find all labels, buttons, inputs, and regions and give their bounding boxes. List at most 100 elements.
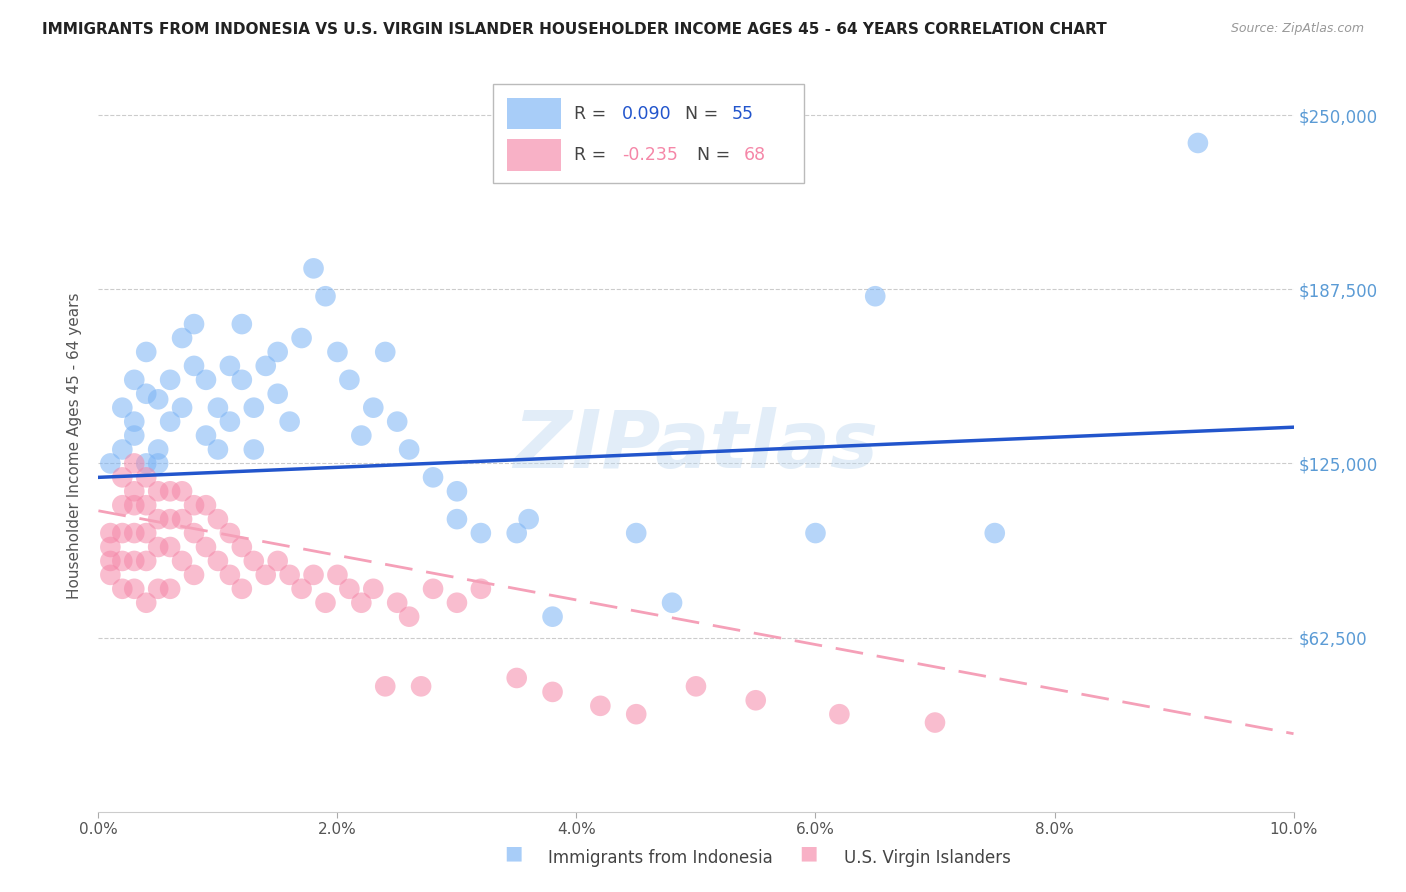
Point bbox=[148, 512, 170, 526]
Point bbox=[135, 554, 157, 568]
Point bbox=[207, 512, 229, 526]
Point bbox=[291, 331, 314, 345]
Point bbox=[159, 373, 181, 387]
Point bbox=[302, 261, 325, 276]
Point bbox=[231, 582, 253, 596]
Point bbox=[326, 345, 349, 359]
Point bbox=[98, 540, 122, 554]
Point bbox=[339, 582, 361, 596]
Point bbox=[446, 484, 468, 499]
Point bbox=[111, 442, 134, 457]
Point bbox=[195, 373, 218, 387]
Point bbox=[111, 498, 134, 512]
Point bbox=[685, 679, 707, 693]
Point bbox=[231, 540, 253, 554]
Point bbox=[172, 484, 194, 499]
Point bbox=[159, 415, 181, 429]
Y-axis label: Householder Income Ages 45 - 64 years: Householder Income Ages 45 - 64 years bbox=[67, 293, 83, 599]
Point bbox=[506, 671, 529, 685]
Point bbox=[398, 609, 420, 624]
Point bbox=[446, 596, 468, 610]
Point bbox=[183, 317, 205, 331]
Point bbox=[148, 457, 170, 471]
Point bbox=[183, 526, 205, 541]
Point bbox=[470, 582, 492, 596]
Point bbox=[374, 679, 396, 693]
Point bbox=[183, 498, 205, 512]
Point bbox=[243, 554, 266, 568]
Point bbox=[541, 685, 564, 699]
Text: Immigrants from Indonesia: Immigrants from Indonesia bbox=[548, 849, 773, 867]
Point bbox=[924, 715, 946, 730]
Point bbox=[148, 392, 170, 407]
Point bbox=[363, 582, 385, 596]
Point bbox=[254, 359, 277, 373]
Point bbox=[363, 401, 385, 415]
Point bbox=[148, 442, 170, 457]
Point bbox=[124, 415, 146, 429]
Point bbox=[111, 554, 134, 568]
Point bbox=[98, 567, 122, 582]
Point bbox=[124, 373, 146, 387]
Point bbox=[195, 428, 218, 442]
Point bbox=[626, 526, 648, 541]
Point bbox=[159, 582, 181, 596]
Point bbox=[661, 596, 683, 610]
Point bbox=[1187, 136, 1209, 150]
Point bbox=[828, 707, 851, 722]
Point bbox=[98, 526, 122, 541]
Point bbox=[517, 512, 540, 526]
Point bbox=[278, 415, 301, 429]
Text: R =: R = bbox=[574, 104, 612, 122]
Point bbox=[195, 540, 218, 554]
Point bbox=[422, 470, 444, 484]
Point bbox=[159, 512, 181, 526]
Point bbox=[207, 442, 229, 457]
Point bbox=[124, 526, 146, 541]
Point bbox=[326, 567, 349, 582]
Point bbox=[219, 526, 242, 541]
Text: 68: 68 bbox=[744, 146, 766, 164]
Point bbox=[254, 567, 277, 582]
Point bbox=[267, 345, 290, 359]
Point bbox=[219, 415, 242, 429]
Point bbox=[984, 526, 1007, 541]
Point bbox=[411, 679, 433, 693]
Text: ■: ■ bbox=[503, 844, 523, 863]
Point bbox=[385, 415, 409, 429]
Point bbox=[745, 693, 768, 707]
Point bbox=[124, 428, 146, 442]
Point bbox=[124, 457, 146, 471]
Text: N =: N = bbox=[697, 146, 735, 164]
Point bbox=[278, 567, 301, 582]
Point bbox=[124, 484, 146, 499]
Point bbox=[135, 470, 157, 484]
Text: N =: N = bbox=[685, 104, 724, 122]
Point bbox=[98, 457, 122, 471]
Point bbox=[111, 401, 134, 415]
Point bbox=[172, 512, 194, 526]
Point bbox=[267, 386, 290, 401]
Point bbox=[446, 512, 468, 526]
Point bbox=[243, 401, 266, 415]
Point bbox=[207, 554, 229, 568]
Point bbox=[231, 373, 253, 387]
Text: IMMIGRANTS FROM INDONESIA VS U.S. VIRGIN ISLANDER HOUSEHOLDER INCOME AGES 45 - 6: IMMIGRANTS FROM INDONESIA VS U.S. VIRGIN… bbox=[42, 22, 1107, 37]
Point bbox=[135, 498, 157, 512]
Point bbox=[398, 442, 420, 457]
Point bbox=[219, 567, 242, 582]
Point bbox=[183, 567, 205, 582]
Point bbox=[506, 526, 529, 541]
Point bbox=[148, 582, 170, 596]
Point bbox=[385, 596, 409, 610]
Point bbox=[135, 345, 157, 359]
Point bbox=[350, 596, 373, 610]
Text: ZIPatlas: ZIPatlas bbox=[513, 407, 879, 485]
Point bbox=[267, 554, 290, 568]
Point bbox=[315, 596, 337, 610]
Text: -0.235: -0.235 bbox=[621, 146, 678, 164]
Text: 55: 55 bbox=[733, 104, 754, 122]
Point bbox=[219, 359, 242, 373]
Point bbox=[470, 526, 492, 541]
Point bbox=[172, 331, 194, 345]
